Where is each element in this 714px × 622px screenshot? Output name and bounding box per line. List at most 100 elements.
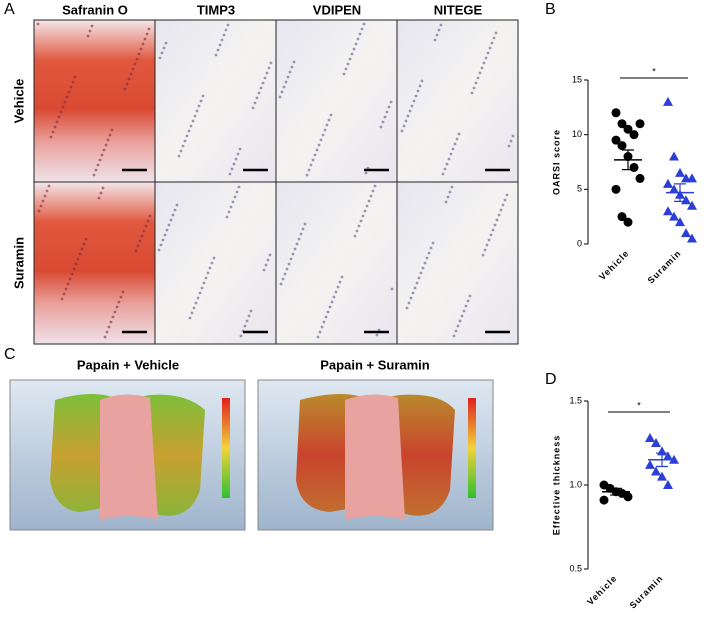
cell (344, 67, 348, 71)
cell (450, 185, 454, 189)
cell (259, 86, 263, 90)
cell (140, 234, 144, 238)
cell (369, 194, 373, 198)
cell (206, 271, 210, 275)
cell (319, 138, 323, 142)
cell (143, 37, 147, 41)
histology-image (154, 19, 277, 183)
cell (285, 267, 289, 271)
cell (404, 119, 408, 123)
data-point (681, 195, 691, 205)
cell (216, 48, 220, 52)
cell (222, 33, 226, 37)
cell (286, 75, 290, 79)
cell (139, 47, 143, 51)
cell (454, 329, 458, 333)
cell (265, 71, 269, 75)
cell (131, 67, 135, 71)
cell (231, 200, 235, 204)
cell (511, 134, 515, 138)
cell (236, 152, 240, 156)
cell (88, 29, 92, 33)
cell (183, 139, 187, 143)
cell (309, 163, 313, 167)
cell (487, 238, 491, 242)
significance-mark: * (637, 400, 641, 410)
cell (410, 104, 414, 108)
cell (316, 335, 320, 339)
cell (490, 41, 494, 45)
data-point (635, 119, 645, 129)
cell (110, 128, 114, 132)
data-point (623, 124, 633, 134)
cell (39, 204, 43, 208)
cell (488, 46, 492, 50)
cell (364, 171, 368, 175)
cell (100, 153, 104, 157)
cell (134, 249, 138, 253)
cell (63, 100, 67, 104)
cell (103, 335, 107, 339)
cell (72, 267, 76, 271)
cell (501, 203, 505, 207)
cell (297, 237, 301, 241)
cell (190, 311, 194, 315)
data-point (611, 184, 621, 194)
cell (329, 113, 333, 117)
cell (431, 241, 435, 245)
cell (307, 168, 311, 172)
cell (446, 195, 450, 199)
cell (470, 91, 474, 95)
cell (283, 272, 287, 276)
cell (445, 162, 449, 166)
cell (220, 38, 224, 42)
cell (458, 319, 462, 323)
cell (332, 295, 336, 299)
cell (327, 118, 331, 122)
cell (125, 82, 129, 86)
cell (64, 287, 68, 291)
cell (60, 297, 64, 301)
cell (385, 110, 389, 114)
render-suramin (257, 379, 494, 531)
cell (37, 209, 41, 213)
charts: B OARSI score 0 5 10 15 Vehicle Suramin * D Effect… (545, 1, 697, 611)
cell (356, 37, 360, 41)
cell (373, 184, 377, 188)
cell (263, 76, 267, 80)
cell (408, 109, 412, 113)
cell (278, 95, 282, 99)
data-point (669, 211, 679, 221)
cell (268, 253, 272, 257)
cell (249, 309, 253, 313)
histology-grid (33, 19, 519, 345)
cell (355, 229, 359, 233)
cell (476, 76, 480, 80)
cell (375, 333, 379, 337)
cell (119, 295, 123, 299)
cell (164, 41, 168, 45)
cell (71, 80, 75, 84)
cell (507, 144, 511, 148)
sem-bar (674, 183, 686, 202)
data-point (675, 167, 685, 177)
cell (429, 246, 433, 250)
cell (137, 52, 141, 56)
y-tick-label: 10 (572, 129, 582, 139)
cell (158, 56, 162, 60)
cell (299, 232, 303, 236)
cell (416, 89, 420, 93)
cell (237, 185, 241, 189)
cell (325, 123, 329, 127)
cell (70, 272, 74, 276)
cell (47, 184, 51, 188)
cell (117, 300, 121, 304)
panel-label: C (4, 346, 16, 363)
cell (106, 138, 110, 142)
cell (466, 299, 470, 303)
data-point (651, 466, 661, 476)
cell (177, 154, 181, 158)
column-header: TIMP3 (197, 2, 235, 17)
cell (414, 94, 418, 98)
